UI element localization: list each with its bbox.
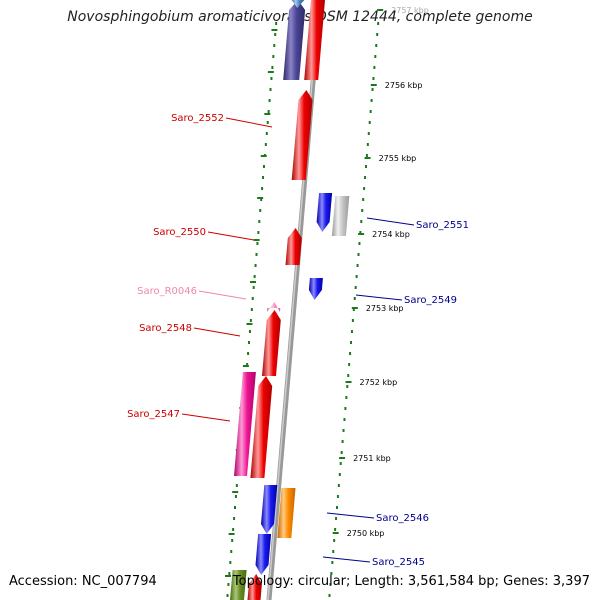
gene-arrow[interactable] [291,90,313,180]
gene-arrow[interactable] [331,196,350,236]
gene-label-saro_2548[interactable]: Saro_2548 [139,323,192,334]
kbp-label: 2750 kbp [347,529,385,538]
gene-label-saro_2546[interactable]: Saro_2546 [376,513,429,524]
kbp-label: 2751 kbp [353,454,391,463]
gene-arrow[interactable] [234,372,256,476]
kbp-label: 2757 kbp [391,6,429,15]
kbp-label: 2753 kbp [366,304,404,313]
gene-leader-line [322,556,371,563]
gene-arrow[interactable] [316,193,333,232]
gene-arrow[interactable] [304,0,325,80]
genome-backbone [266,0,323,600]
gene-label-saro_2550[interactable]: Saro_2550 [153,227,206,238]
kbp-label: 2754 kbp [372,230,410,239]
gene-leader-line [326,512,375,519]
kbp-label: 2752 kbp [360,378,398,387]
gene-arrow[interactable] [277,488,296,538]
gene-label-saro_r0046[interactable]: Saro_R0046 [137,286,197,297]
gene-label-saro_2549[interactable]: Saro_2549 [404,295,457,306]
gene-arrow[interactable] [283,0,306,80]
gene-arrow[interactable] [308,278,323,300]
gene-label-saro_2551[interactable]: Saro_2551 [416,220,469,231]
gene-arrow[interactable] [247,574,262,600]
gene-arrow[interactable] [267,302,281,312]
gene-label-saro_2545[interactable]: Saro_2545 [372,557,425,568]
gene-label-saro_2547[interactable]: Saro_2547 [127,409,180,420]
gene-leader-line [366,217,415,226]
kbp-label: 2755 kbp [379,154,417,163]
gene-arrow[interactable] [290,0,306,8]
gene-arrow[interactable] [262,310,281,376]
accession-text: Accession: NC_007794 [9,574,157,589]
gene-arrow[interactable] [261,485,278,534]
topology-text: Topology: circular; Length: 3,561,584 bp… [232,574,590,589]
gene-leader-line [198,290,247,300]
gene-leader-line [207,231,255,241]
gene-leader-line [355,294,403,301]
gene-leader-line [181,413,231,422]
gene-leader-line [193,327,241,337]
kbp-label: 2756 kbp [385,81,423,90]
gene-arrow[interactable] [285,228,302,265]
gene-arrow[interactable] [250,376,273,478]
gene-arrow[interactable] [255,534,272,575]
gene-label-saro_2552[interactable]: Saro_2552 [171,113,224,124]
gene-leader-line [225,117,273,128]
gene-arrow[interactable] [230,570,247,600]
